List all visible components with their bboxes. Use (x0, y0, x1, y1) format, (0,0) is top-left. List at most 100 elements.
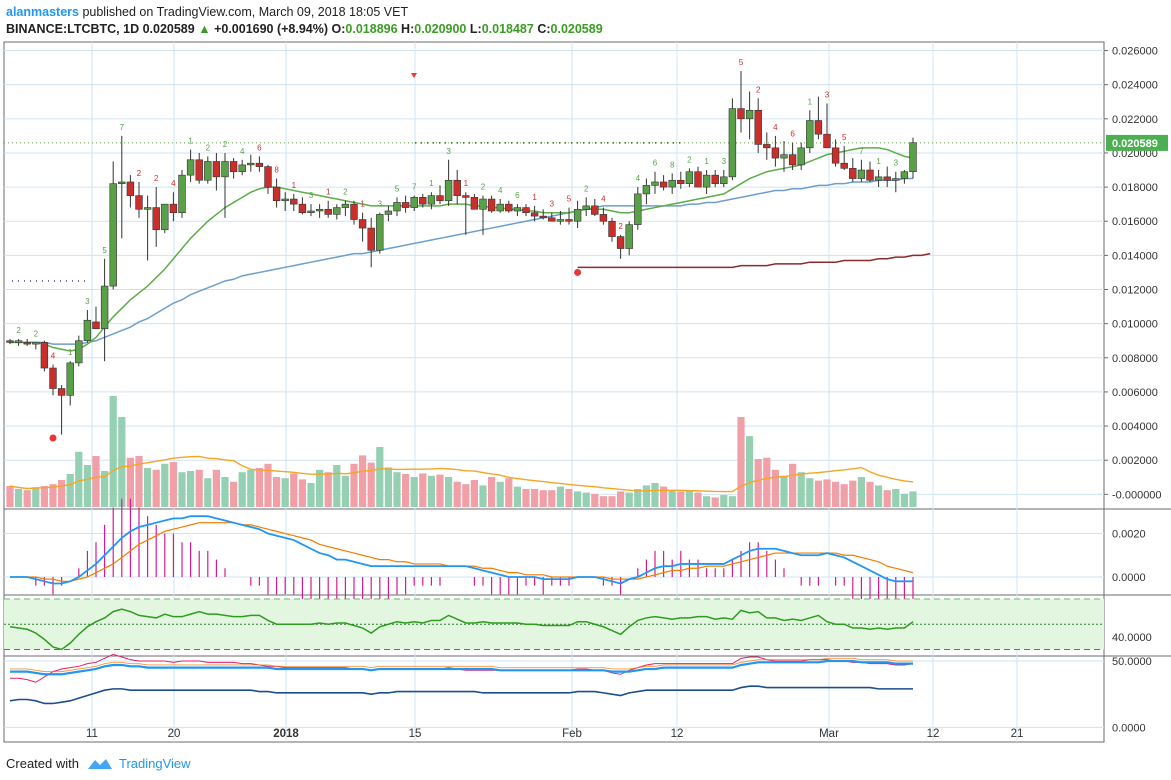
candle-body (780, 154, 788, 159)
candle-body (505, 203, 513, 212)
candle-body (479, 198, 487, 210)
volume-bar (488, 477, 496, 507)
volume-bar (900, 493, 908, 507)
td-count-label: 5 (567, 195, 572, 204)
candle-body (135, 195, 143, 210)
candle-body (247, 162, 255, 166)
candle-body (350, 203, 358, 220)
author-link[interactable]: alanmasters (6, 5, 79, 19)
volume-bar (58, 480, 66, 507)
candle-body (840, 162, 848, 169)
volume-bar (539, 490, 547, 507)
candle-body (745, 109, 754, 120)
candle-body (866, 169, 874, 181)
candle-body (462, 195, 470, 198)
ma-blue-line (10, 177, 913, 345)
td-count-label: 3 (446, 147, 451, 156)
tradingview-link[interactable]: TradingView (118, 756, 191, 771)
candle-body (591, 205, 599, 215)
candle-body (737, 108, 745, 120)
volume-bar (264, 463, 272, 507)
y-tick-label: 0.020000 (1112, 148, 1158, 160)
candle-body (522, 207, 530, 213)
candle-body (806, 120, 814, 149)
volume-bar (333, 465, 341, 507)
volume-bar (832, 481, 840, 507)
candle-body (616, 236, 625, 249)
candle-body (358, 219, 367, 229)
candle-body (178, 174, 186, 213)
candle-body (720, 176, 728, 184)
candle-body (582, 205, 590, 210)
volume-bar (384, 467, 392, 507)
x-tick-label: 11 (86, 728, 98, 740)
candle-body (487, 198, 496, 212)
td-count-label: 1 (429, 179, 434, 188)
candle-body (857, 169, 866, 179)
volume-bar (427, 475, 435, 507)
volume-bar (126, 457, 134, 507)
td-count-label: 1 (188, 137, 193, 146)
macd-y-tick-label: 0.0020 (1112, 529, 1146, 541)
candle-body (66, 362, 74, 396)
td-count-label: 1 (704, 157, 709, 166)
candle-body (814, 120, 823, 135)
volume-bar (694, 492, 702, 507)
low-value: 0.018487 (481, 22, 534, 36)
volume-bar (685, 490, 693, 507)
candle-body (556, 219, 565, 222)
volume-bar (875, 485, 883, 507)
candle-body (513, 207, 522, 212)
candle-body (341, 203, 350, 208)
candle-body (849, 168, 857, 179)
candle-body (874, 176, 883, 181)
td-count-label: 5 (842, 133, 847, 142)
x-tick-label: Feb (562, 728, 582, 740)
td-count-label: 7 (859, 147, 864, 156)
last-price: 0.020589 (142, 22, 195, 36)
candle-body (100, 285, 109, 330)
candle-body (6, 340, 14, 343)
td-count-label: 4 (240, 147, 245, 156)
y-tick-label: 0.018000 (1112, 182, 1158, 194)
volume-bar (531, 489, 539, 507)
volume-bar (823, 479, 831, 507)
volume-bar (771, 469, 779, 507)
td-count-label: 4 (601, 195, 606, 204)
volume-bar (651, 483, 659, 507)
volume-bar (75, 451, 83, 507)
down-arrow-icon (411, 73, 417, 78)
candle-body (677, 179, 685, 184)
low-label: L: (469, 22, 482, 36)
td-count-label: 2 (687, 155, 692, 164)
candle-body (57, 388, 66, 396)
volume-bar (135, 456, 143, 507)
td-count-label: 1 (464, 179, 469, 188)
candle-body (694, 171, 702, 188)
volume-bar (436, 474, 444, 507)
symbol-line: BINANCE:LTCBTC, 1D 0.020589 ▲ +0.001690 … (6, 21, 1106, 38)
td-count-label: 2 (154, 174, 159, 183)
volume-bar (737, 417, 745, 507)
candle-body (754, 109, 762, 145)
volume-bar (376, 447, 384, 507)
candle-body (711, 174, 719, 184)
volume-bar (462, 484, 470, 507)
candle-body (324, 208, 332, 215)
td-count-label: 4 (773, 123, 778, 132)
candle-body (651, 181, 659, 186)
volume-bar (582, 492, 590, 507)
volume-bar (728, 496, 736, 507)
volume-bar (660, 486, 668, 507)
y-tick-label: 0.008000 (1112, 353, 1158, 365)
y-tick-label: 0.026000 (1112, 46, 1158, 58)
td-count-label: 1 (360, 200, 365, 209)
candle-body (668, 179, 676, 188)
sell-signal-marker (49, 434, 57, 442)
volume-bar (883, 490, 891, 507)
volume-bar (410, 477, 418, 507)
td-count-label: 1 (532, 193, 537, 202)
volume-bar (780, 475, 788, 507)
candle-body (290, 198, 298, 205)
